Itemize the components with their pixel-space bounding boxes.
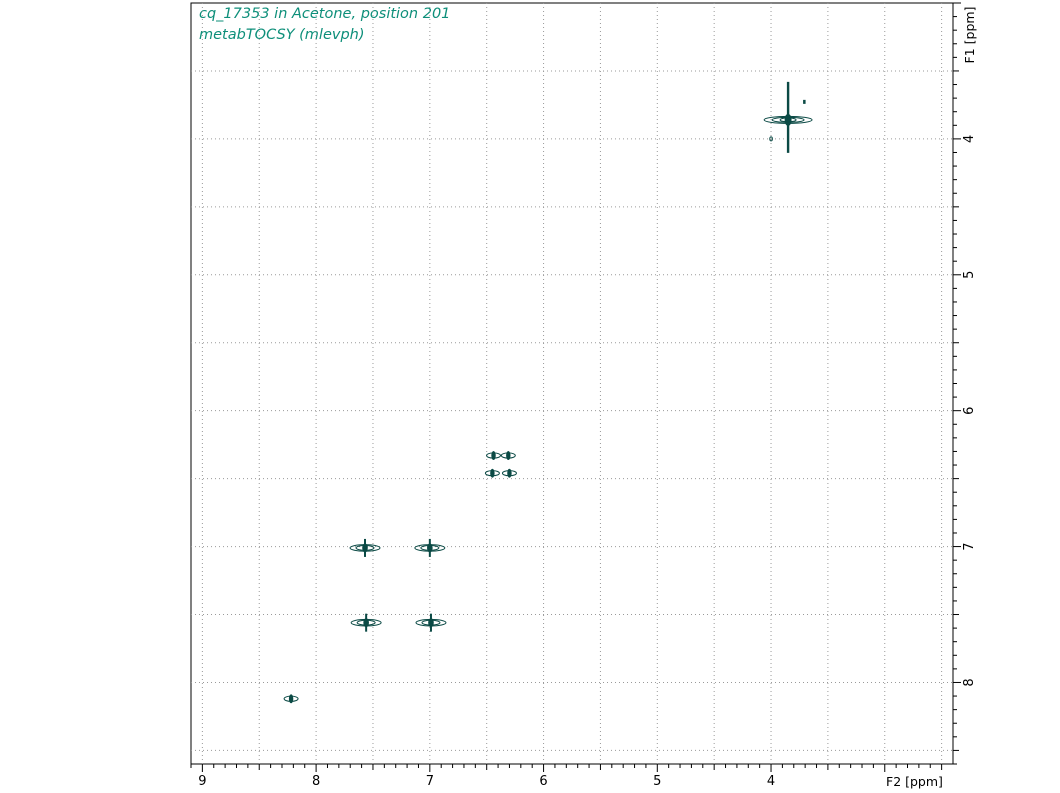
contour-core xyxy=(428,618,434,628)
contour-peak xyxy=(501,468,517,478)
grid-lines xyxy=(191,3,953,764)
y-tick-label: 6 xyxy=(962,407,977,415)
contour-core xyxy=(362,543,368,553)
x-tick-label: 5 xyxy=(653,774,661,789)
contour-peak xyxy=(350,613,382,632)
contour-peak xyxy=(486,451,502,461)
y-tick-label: 5 xyxy=(962,271,977,279)
contour-core xyxy=(427,543,433,553)
contour-core xyxy=(490,468,495,478)
contour-peak xyxy=(414,538,446,557)
contour-peaks xyxy=(283,81,813,704)
contour-peak xyxy=(484,468,500,478)
contour-core xyxy=(363,618,369,628)
x-tick-label: 6 xyxy=(539,774,547,789)
contour-satellite xyxy=(769,136,773,142)
contour-peak xyxy=(349,538,381,557)
x-tick-label: 4 xyxy=(767,774,775,789)
spectrum-title: cq_17353 in Acetone, position 201 xyxy=(199,6,451,22)
x-tick-label: 9 xyxy=(198,774,206,789)
experiment-subtitle: metabTOCSY (mlevph) xyxy=(199,27,365,43)
f1-axis-title: F1 [ppm] xyxy=(962,7,977,64)
contour-peak xyxy=(415,613,447,632)
contour-core xyxy=(784,113,792,126)
y-tick-label: 7 xyxy=(962,542,977,550)
contour-core xyxy=(288,694,294,704)
contour-peak xyxy=(500,451,516,461)
plot-frame xyxy=(190,2,954,765)
x-tick-label: 7 xyxy=(426,774,434,789)
contour-satellite xyxy=(803,99,806,104)
contour-core xyxy=(506,451,511,461)
f2-axis: 9 8 7 6 5 4 xyxy=(190,764,943,789)
y-tick-label: 4 xyxy=(962,135,977,143)
contour-peak xyxy=(763,81,813,153)
f2-axis-title: F2 [ppm] xyxy=(886,774,943,789)
contour-peak xyxy=(283,694,299,704)
contour-core xyxy=(491,451,496,461)
x-tick-label: 8 xyxy=(312,774,320,789)
contour-core xyxy=(507,468,512,478)
y-tick-label: 8 xyxy=(962,678,977,686)
f1-axis: 4 5 6 7 8 xyxy=(953,2,977,765)
